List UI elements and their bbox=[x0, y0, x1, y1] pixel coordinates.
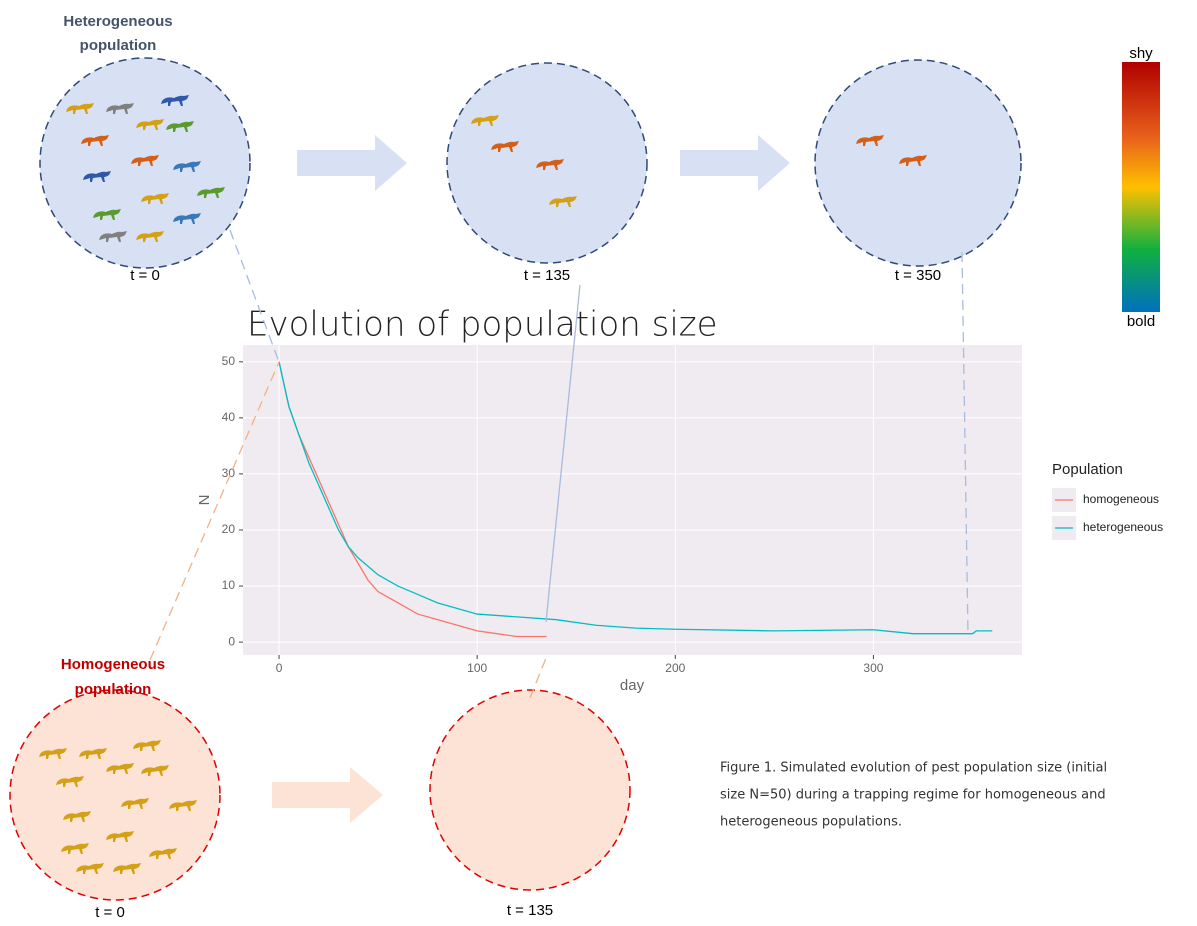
caption: Figure 1. Simulated evolution of pest po… bbox=[720, 761, 1107, 776]
chart: Evolution of population size day N Popul… bbox=[196, 305, 1163, 694]
y-tick-label: 0 bbox=[228, 634, 235, 648]
connector bbox=[229, 229, 280, 363]
group-label: population bbox=[75, 681, 152, 698]
time-label: t = 0 bbox=[130, 267, 160, 284]
y-tick-label: 40 bbox=[222, 410, 236, 424]
caption: heterogeneous populations. bbox=[720, 815, 902, 830]
x-axis-label: day bbox=[620, 677, 645, 694]
arrow bbox=[272, 767, 383, 823]
line-series bbox=[278, 361, 993, 635]
connector bbox=[545, 284, 581, 623]
y-tick-label: 50 bbox=[222, 354, 236, 368]
legend-title: Population bbox=[1052, 461, 1123, 478]
connector bbox=[529, 657, 547, 699]
time-label: t = 135 bbox=[507, 902, 553, 919]
population-circle bbox=[429, 689, 631, 891]
y-tick-label: 20 bbox=[222, 522, 236, 536]
time-label: t = 350 bbox=[895, 267, 941, 284]
arrow bbox=[297, 135, 407, 191]
y-tick-label: 30 bbox=[222, 466, 236, 480]
time-label: t = 0 bbox=[95, 904, 125, 921]
x-tick-label: 0 bbox=[276, 661, 283, 675]
x-tick-label: 200 bbox=[665, 661, 685, 675]
group-label: Homogeneous bbox=[61, 656, 165, 673]
caption: size N=50) during a trapping regime for … bbox=[720, 788, 1106, 803]
diagram: shy bold Heterogeneous population Homoge… bbox=[9, 13, 1160, 921]
colorbar-label: shy bbox=[1129, 45, 1153, 62]
population-circle bbox=[9, 689, 221, 901]
time-label: t = 135 bbox=[524, 267, 570, 284]
arrow bbox=[680, 135, 790, 191]
group-label: Heterogeneous bbox=[63, 13, 172, 30]
y-tick-label: 10 bbox=[222, 578, 236, 592]
line-series bbox=[278, 361, 547, 638]
connector bbox=[149, 361, 280, 661]
y-axis-label: N bbox=[196, 495, 213, 506]
x-tick-label: 100 bbox=[467, 661, 487, 675]
connectors bbox=[149, 229, 969, 699]
plot-panel bbox=[243, 345, 1022, 655]
legend-label: homogeneous bbox=[1083, 492, 1159, 506]
group-label: population bbox=[80, 37, 157, 54]
legend-label: heterogeneous bbox=[1083, 520, 1163, 534]
chart-title: Evolution of population size bbox=[247, 305, 718, 345]
x-tick-label: 300 bbox=[863, 661, 883, 675]
colorbar bbox=[1122, 62, 1160, 312]
colorbar-label: bold bbox=[1127, 313, 1155, 330]
